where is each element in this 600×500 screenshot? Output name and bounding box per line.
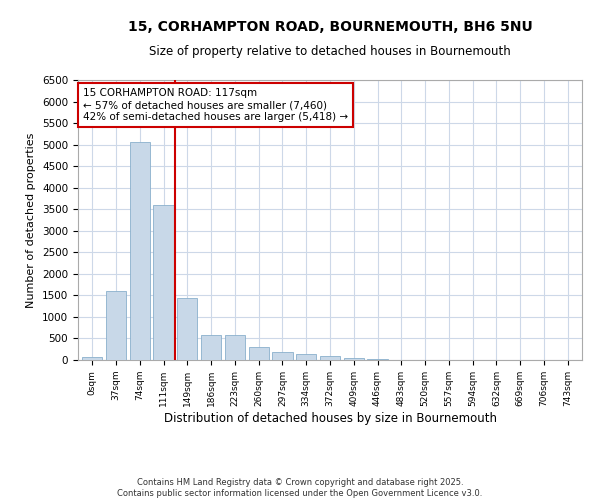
Bar: [344, 358, 364, 360]
Text: 15, CORHAMPTON ROAD, BOURNEMOUTH, BH6 5NU: 15, CORHAMPTON ROAD, BOURNEMOUTH, BH6 5N…: [128, 20, 532, 34]
Bar: [154, 205, 173, 360]
Bar: [248, 346, 269, 360]
Bar: [201, 336, 221, 360]
Bar: [130, 142, 150, 360]
Bar: [296, 354, 316, 360]
Y-axis label: Number of detached properties: Number of detached properties: [26, 132, 37, 308]
Bar: [320, 356, 340, 360]
Bar: [82, 358, 103, 360]
Bar: [106, 291, 126, 360]
Text: Size of property relative to detached houses in Bournemouth: Size of property relative to detached ho…: [149, 45, 511, 58]
Text: 15 CORHAMPTON ROAD: 117sqm
← 57% of detached houses are smaller (7,460)
42% of s: 15 CORHAMPTON ROAD: 117sqm ← 57% of deta…: [83, 88, 348, 122]
Text: Contains HM Land Registry data © Crown copyright and database right 2025.
Contai: Contains HM Land Registry data © Crown c…: [118, 478, 482, 498]
Bar: [177, 298, 197, 360]
Bar: [225, 336, 245, 360]
Bar: [272, 352, 293, 360]
X-axis label: Distribution of detached houses by size in Bournemouth: Distribution of detached houses by size …: [163, 412, 497, 424]
